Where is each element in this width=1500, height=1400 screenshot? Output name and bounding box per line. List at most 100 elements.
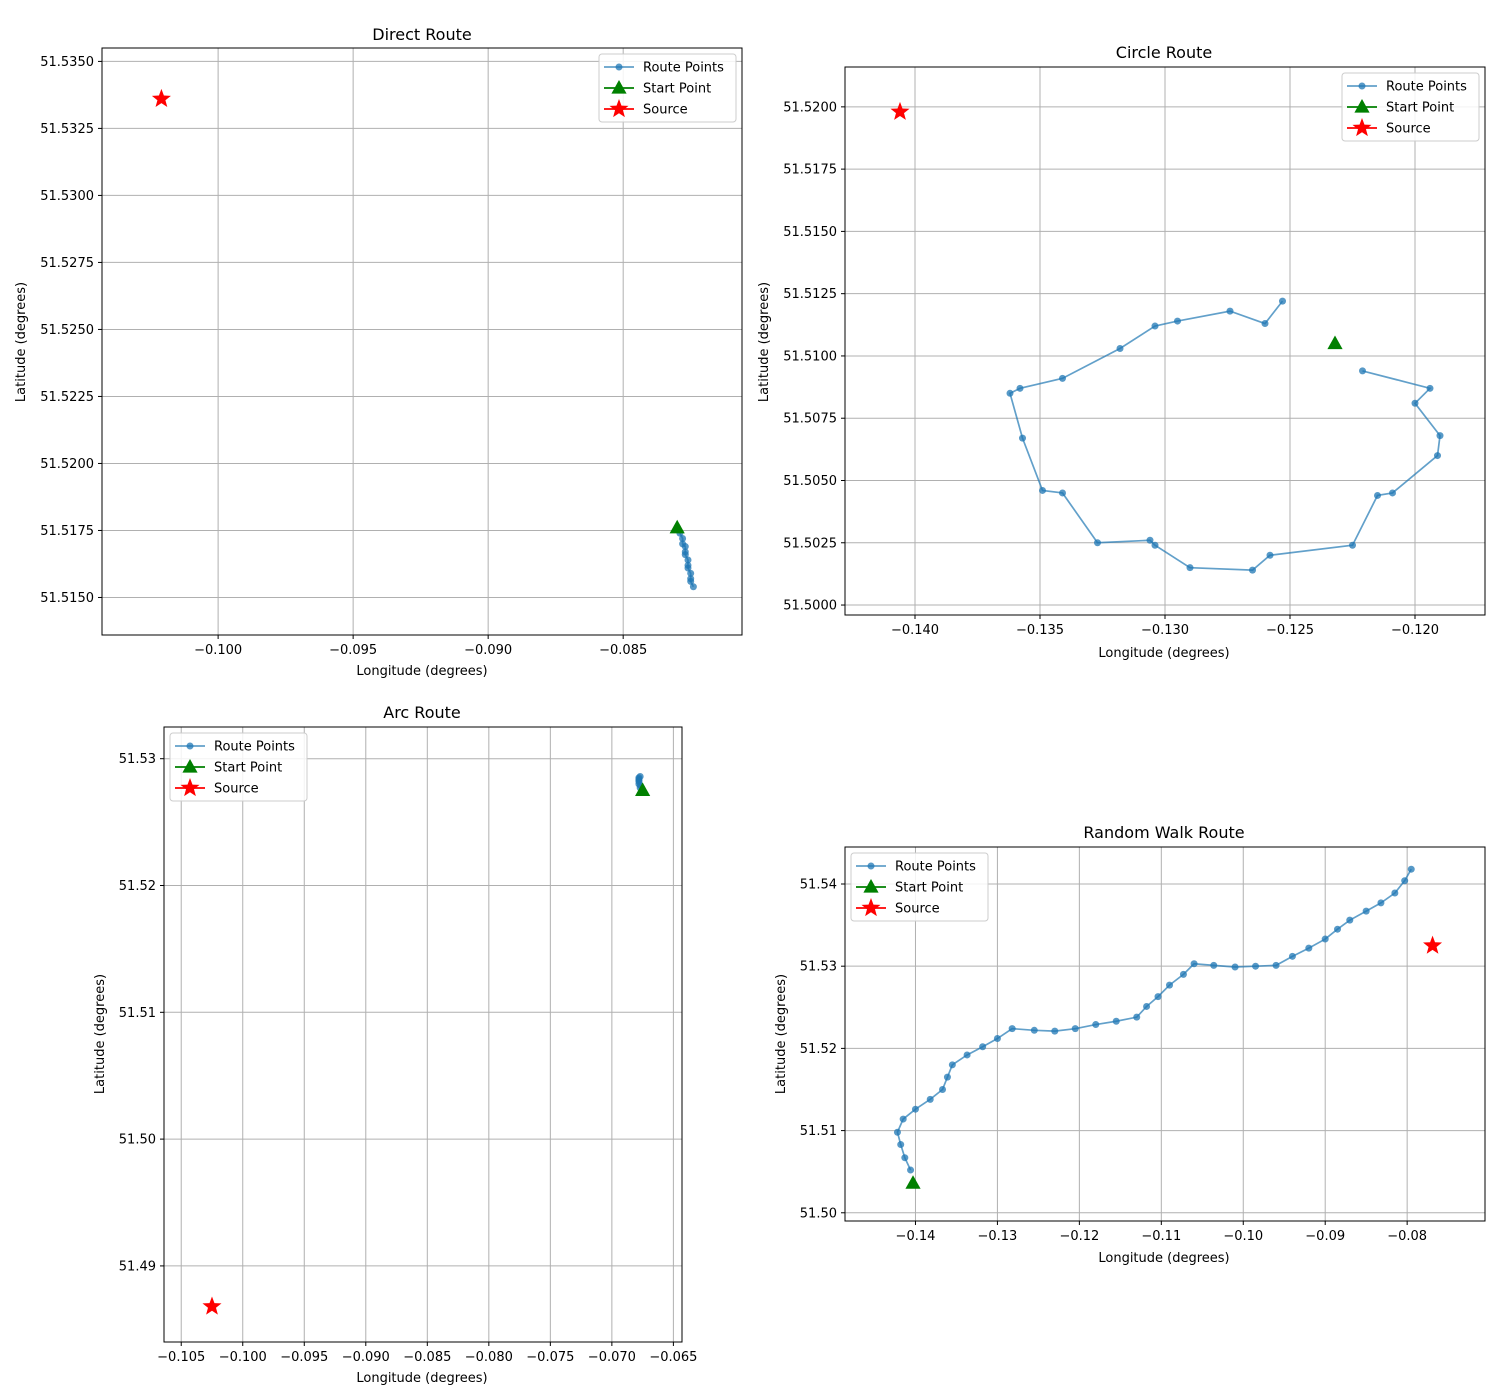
route-point [1166,981,1174,989]
route-point [1359,367,1366,375]
subplot-direct-route: Direct Route Longitude (degrees) Latitud… [14,25,743,679]
route-point [1374,491,1381,499]
legend: Route Points Start Point Source [169,732,308,802]
route-point [1349,541,1356,549]
y-axis-label: Latitude (degrees) [757,282,772,402]
legend-label: Route Points [895,860,976,875]
legend-label: Source [643,103,688,118]
route-point [1272,961,1280,969]
legend-label: Start Point [1386,101,1454,116]
y-axis-label: Latitude (degrees) [93,974,108,1094]
x-tick-label: −0.125 [1266,623,1314,638]
source-marker [151,88,171,108]
route-line [1008,300,1441,572]
route-point [1092,1021,1100,1029]
legend-label: Source [895,902,940,917]
y-tick-label: 51.5300 [40,189,94,204]
x-tick-label: −0.100 [219,1350,267,1365]
route-point [689,583,697,591]
legend-start-marker [863,879,879,893]
x-tick-label: −0.11 [1141,1229,1181,1244]
route-point [1389,489,1396,497]
y-tick-label: 51.5225 [40,390,94,405]
route-point [1407,865,1415,873]
start-point-marker [635,782,651,797]
route-point [687,577,695,585]
route-point [926,1095,934,1103]
y-axis-label: Latitude (degrees) [774,974,789,1094]
x-axis-label: Longitude (degrees) [1098,646,1229,661]
route-point [1143,1002,1151,1010]
y-tick-label: 51.51 [800,1124,837,1139]
route-point [1190,960,1198,968]
y-tick-label: 51.49 [119,1259,156,1274]
route-point [893,1128,901,1136]
y-tick-label: 51.5275 [40,256,94,271]
x-tick-label: −0.12 [1059,1229,1099,1244]
legend-start-marker [1354,99,1370,113]
y-tick-label: 51.54 [800,877,837,892]
legend-source-marker [180,778,200,797]
route-point [1059,374,1066,382]
legend-label: Source [1386,122,1431,137]
y-tick-label: 51.5200 [40,457,94,472]
legend: Route Points Start Point Source [850,852,989,922]
route-point [1039,486,1046,494]
axes-frame [844,66,1486,616]
route-point [897,1141,905,1149]
route-point [687,569,695,577]
legend-label: Start Point [895,881,963,896]
subplot-random-walk-route: Random Walk Route Longitude (degrees) La… [774,823,1486,1266]
plot-area [164,727,682,1342]
route-point [681,543,689,551]
y-tick-label: 51.52 [119,879,156,894]
x-tick-label: −0.09 [1305,1229,1345,1244]
y-tick-label: 51.50 [119,1133,156,1148]
route-point [948,1061,956,1069]
legend-label: Route Points [214,740,295,755]
route-point [963,1051,971,1059]
axes-frame [844,846,1486,1222]
route-point [1288,952,1296,960]
route-point [1252,962,1260,970]
route-point [1261,320,1269,328]
legend-route-point [186,742,194,750]
y-tick-label: 51.5150 [783,225,837,240]
route-point [993,1035,1001,1043]
route-point [939,1085,947,1093]
route-point [1226,307,1234,315]
legend-route-point [1358,82,1366,90]
x-tick-label: −0.095 [329,643,377,658]
y-tick-label: 51.53 [800,960,837,975]
route-point [1210,961,1218,969]
legend-label: Start Point [643,82,711,97]
x-tick-label: −0.080 [465,1350,513,1365]
x-tick-label: −0.090 [342,1350,390,1365]
route-point [681,551,689,559]
route-point [1154,993,1162,1001]
route-point [911,1105,919,1113]
y-tick-label: 51.50 [800,1206,837,1221]
x-tick-label: −0.075 [526,1350,574,1365]
y-tick-label: 51.5250 [40,323,94,338]
y-tick-label: 51.53 [119,752,156,767]
x-axis-label: Longitude (degrees) [1098,1251,1229,1266]
legend: Route Points Start Point Source [598,53,737,123]
y-tick-label: 51.5125 [783,287,837,302]
chart-title: Random Walk Route [1083,823,1244,842]
chart-title: Direct Route [372,25,471,44]
legend-label: Source [214,782,259,797]
legend: Route Points Start Point Source [1341,72,1480,142]
route-point [1346,916,1354,924]
route-point [1249,566,1256,574]
legend-label: Route Points [643,61,724,76]
route-point [1059,489,1066,497]
y-tick-label: 51.5025 [783,536,837,551]
legend-box [598,53,737,123]
route-point [684,564,692,572]
x-tick-label: −0.08 [1387,1229,1427,1244]
route-point [1030,1026,1038,1034]
y-tick-label: 51.5175 [40,524,94,539]
route-point [1362,907,1370,915]
x-tick-label: −0.120 [1391,623,1439,638]
